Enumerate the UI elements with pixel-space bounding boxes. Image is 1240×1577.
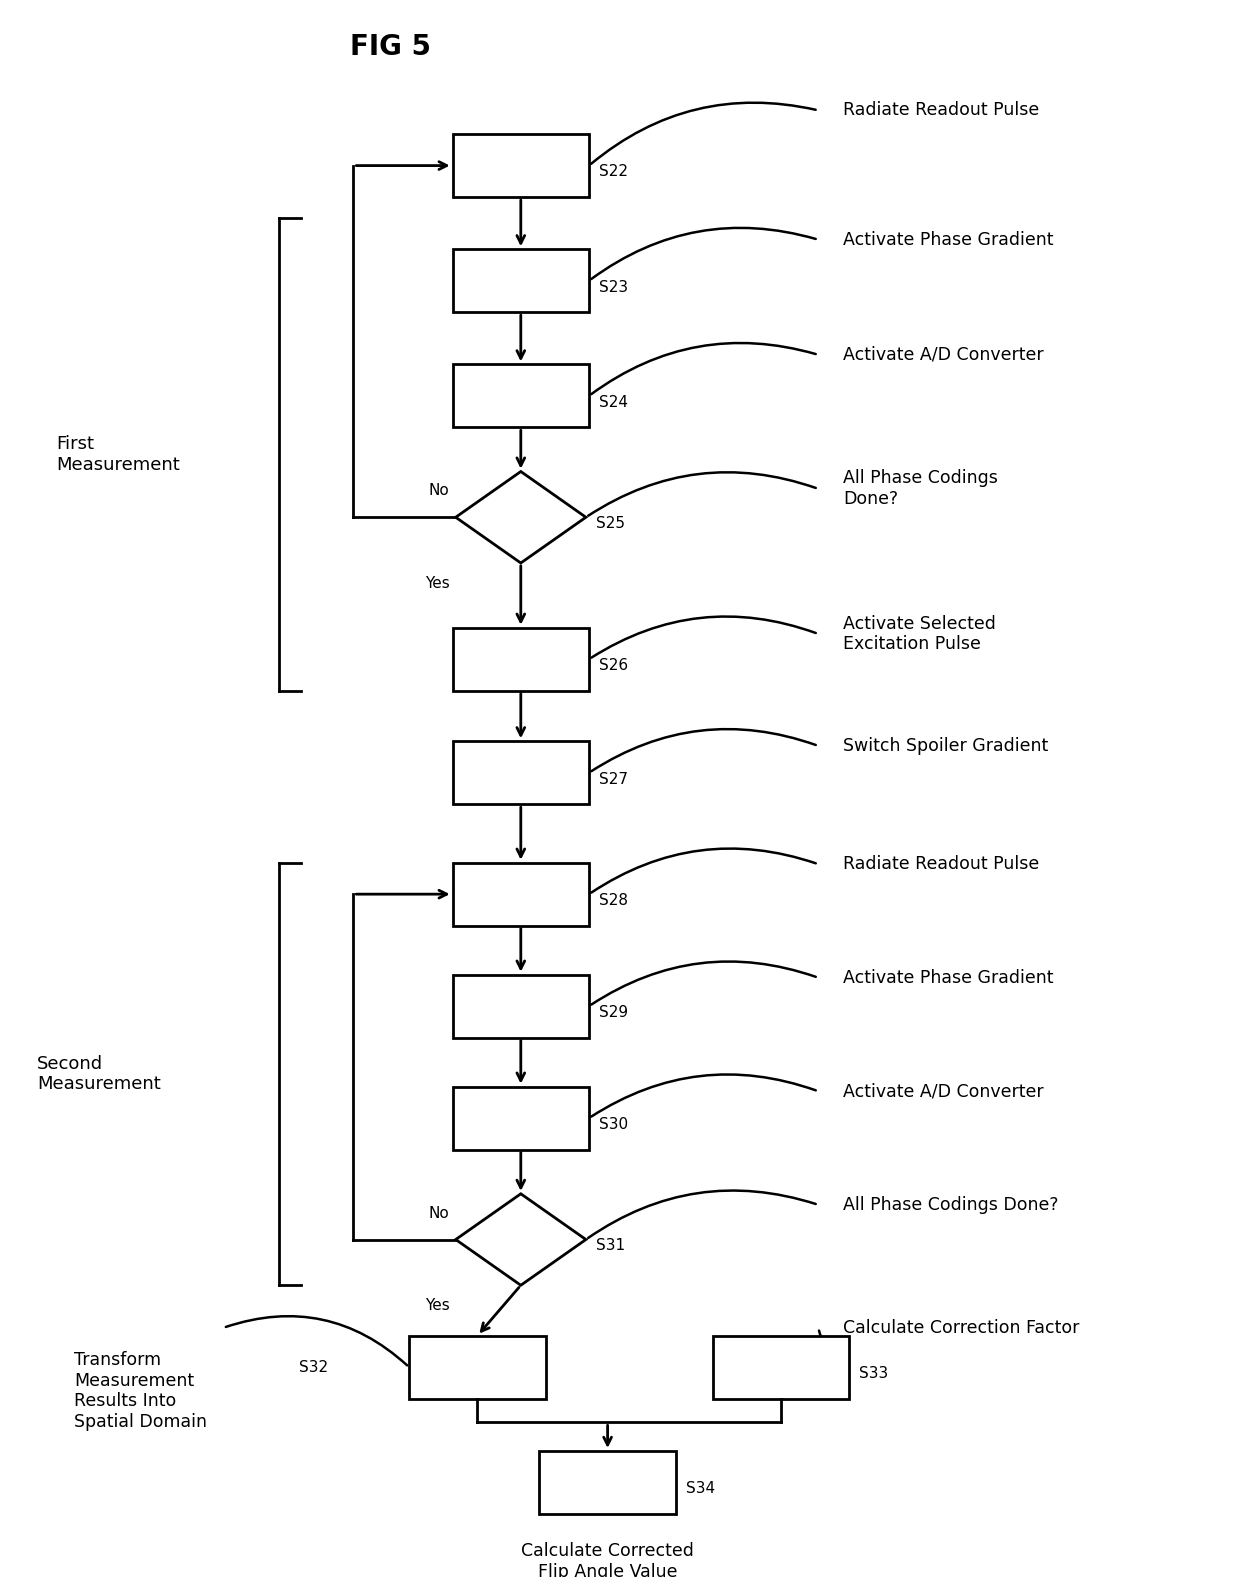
Text: Activate Phase Gradient: Activate Phase Gradient xyxy=(843,230,1054,249)
Text: Activate A/D Converter: Activate A/D Converter xyxy=(843,1082,1044,1101)
Text: No: No xyxy=(429,483,449,498)
Text: S31: S31 xyxy=(595,1238,625,1254)
Text: FIG 5: FIG 5 xyxy=(350,33,432,62)
Text: All Phase Codings
Done?: All Phase Codings Done? xyxy=(843,470,998,508)
Text: Yes: Yes xyxy=(425,576,449,591)
Polygon shape xyxy=(456,472,585,563)
Text: Activate Phase Gradient: Activate Phase Gradient xyxy=(843,968,1054,987)
Text: S29: S29 xyxy=(599,1005,627,1020)
Text: S24: S24 xyxy=(599,394,627,410)
Text: Radiate Readout Pulse: Radiate Readout Pulse xyxy=(843,855,1039,874)
Bar xyxy=(453,975,589,1038)
Text: S22: S22 xyxy=(599,164,627,180)
Text: Second
Measurement: Second Measurement xyxy=(37,1055,161,1093)
Text: Radiate Readout Pulse: Radiate Readout Pulse xyxy=(843,101,1039,120)
Text: S30: S30 xyxy=(599,1117,627,1132)
Text: Calculate Correction Factor: Calculate Correction Factor xyxy=(843,1318,1080,1337)
Bar xyxy=(453,863,589,926)
Bar xyxy=(713,1336,849,1399)
Text: Switch Spoiler Gradient: Switch Spoiler Gradient xyxy=(843,736,1049,755)
Text: S26: S26 xyxy=(599,658,627,673)
Text: S33: S33 xyxy=(859,1366,889,1381)
Bar xyxy=(539,1451,676,1514)
Bar xyxy=(453,134,589,197)
Polygon shape xyxy=(456,1194,585,1285)
Text: S34: S34 xyxy=(686,1481,714,1497)
Bar xyxy=(453,741,589,804)
Text: Activate Selected
Excitation Pulse: Activate Selected Excitation Pulse xyxy=(843,615,996,653)
Text: Activate A/D Converter: Activate A/D Converter xyxy=(843,345,1044,364)
Bar xyxy=(453,249,589,312)
Text: No: No xyxy=(429,1205,449,1221)
Bar xyxy=(453,364,589,427)
Text: S27: S27 xyxy=(599,771,627,787)
Text: Calculate Corrected
Flip Angle Value: Calculate Corrected Flip Angle Value xyxy=(521,1542,694,1577)
Text: S28: S28 xyxy=(599,893,627,908)
Text: Yes: Yes xyxy=(425,1298,449,1314)
Text: First
Measurement: First Measurement xyxy=(56,435,180,473)
Bar xyxy=(453,628,589,691)
Text: S25: S25 xyxy=(595,516,625,531)
Text: Transform
Measurement
Results Into
Spatial Domain: Transform Measurement Results Into Spati… xyxy=(74,1351,207,1430)
Text: All Phase Codings Done?: All Phase Codings Done? xyxy=(843,1195,1059,1214)
Bar xyxy=(453,1087,589,1150)
Text: S32: S32 xyxy=(300,1359,329,1375)
Bar xyxy=(409,1336,546,1399)
Text: S23: S23 xyxy=(599,279,627,295)
